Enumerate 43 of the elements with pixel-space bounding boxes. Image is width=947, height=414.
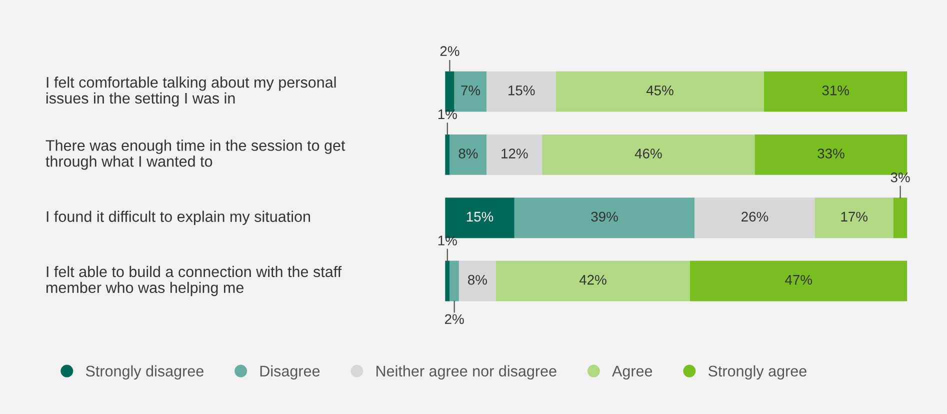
data-label: 2%: [440, 46, 460, 56]
data-label: 26%: [742, 212, 768, 222]
data-label: 17%: [841, 212, 868, 222]
legend-label: Agree: [612, 366, 652, 380]
bar: [893, 198, 908, 238]
legend-label: Neither agree nor disagree: [376, 365, 556, 380]
data-label: 15%: [466, 212, 494, 222]
data-label: 15%: [508, 86, 535, 96]
y-tick-label: I found it difficult to explain my situation: [46, 210, 310, 225]
data-label: 45%: [646, 86, 674, 96]
data-label: 42%: [579, 274, 606, 285]
bar: [514, 198, 695, 238]
data-label: 2%: [444, 314, 464, 324]
legend-label: Strongly disagree: [86, 365, 204, 380]
data-label: 8%: [468, 274, 487, 285]
data-label: 1%: [438, 109, 457, 120]
data-label: 39%: [591, 212, 618, 222]
data-label: 7%: [461, 86, 480, 96]
bar: [450, 134, 487, 175]
bar: [458, 260, 496, 302]
bar: [486, 71, 556, 112]
legend-label: Disagree: [260, 365, 320, 380]
data-label: 3%: [890, 172, 910, 182]
bar: [814, 198, 894, 238]
legend-label: Strongly agree: [708, 365, 806, 380]
y-tick-label: There was enough time in the session to get through what I wanted to: [46, 140, 346, 170]
data-label: 31%: [822, 85, 849, 96]
y-tick-label: I felt able to build a connection with the staff member who was helping me: [46, 266, 342, 296]
bar: [542, 134, 755, 175]
bar: [764, 71, 908, 112]
data-label: 8%: [458, 148, 478, 158]
bar: [450, 260, 459, 302]
bar: [694, 198, 815, 238]
bar: [496, 260, 690, 302]
data-label: 46%: [634, 148, 662, 158]
bar: [556, 71, 764, 112]
data-label: 47%: [785, 274, 812, 285]
y-tick-label: I felt comfortable talking about my personal issues in the setting I was in: [46, 76, 336, 107]
bar: [690, 260, 908, 302]
data-label: 12%: [502, 148, 528, 158]
data-label: 1%: [438, 236, 457, 246]
bar: [486, 134, 542, 175]
data-label: 33%: [818, 148, 844, 158]
